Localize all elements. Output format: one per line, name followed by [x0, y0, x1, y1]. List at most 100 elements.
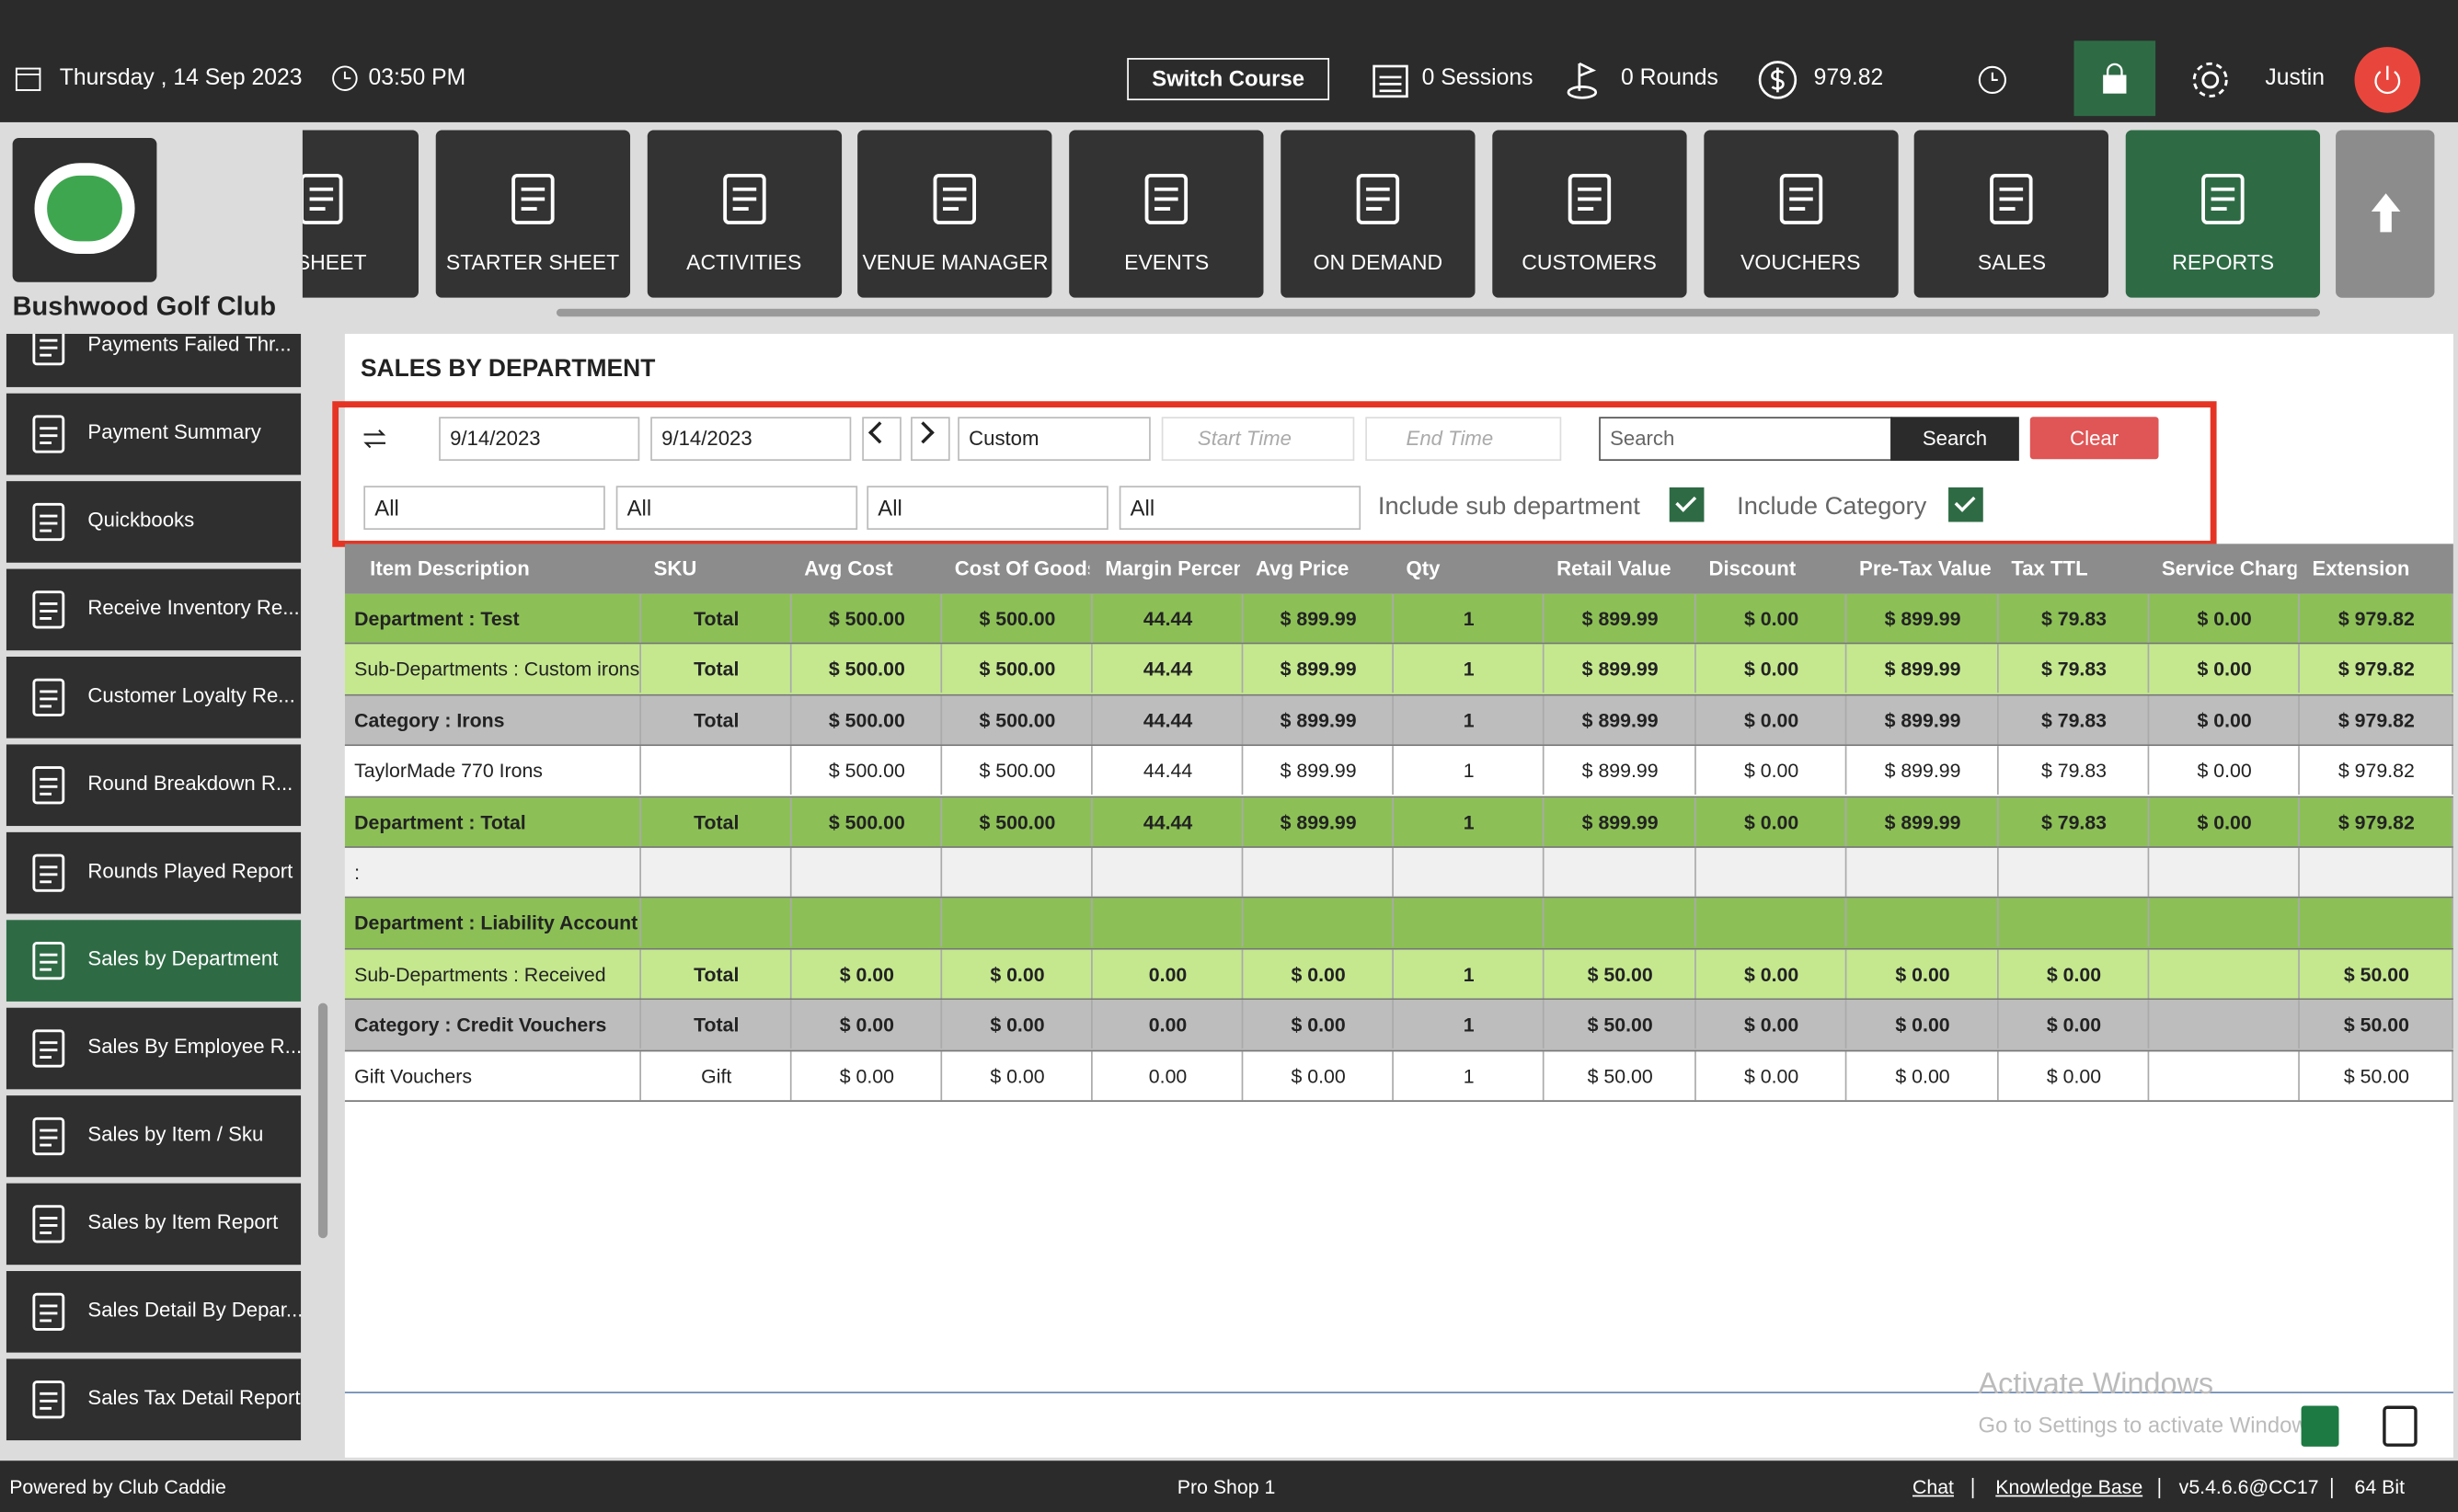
sidebar-item[interactable]: Sales by Item Report [6, 1183, 302, 1266]
settings-icon[interactable] [2187, 56, 2234, 103]
nav-tile[interactable]: EVENTS [1069, 130, 1264, 298]
sidebar-item[interactable]: Sales by Item / Sku [6, 1095, 302, 1177]
table-cell: $ 79.83 [1999, 593, 2150, 643]
table-cell [792, 899, 943, 947]
lock-button[interactable] [2073, 40, 2156, 117]
prev-button[interactable] [862, 417, 902, 462]
sidebar-item[interactable]: Round Breakdown R... [6, 744, 302, 827]
date: Thursday , 14 Sep 2023 [59, 65, 303, 91]
sidebar-item[interactable]: Payments Failed Thr... [6, 333, 302, 387]
column-header[interactable]: Avg Cost [804, 556, 893, 580]
nav-tile[interactable]: ON DEMAND [1281, 130, 1476, 298]
table-cell: $ 0.00 [1696, 695, 1847, 745]
table-cell: $ 0.00 [792, 1000, 943, 1049]
cell-text: $ 0.00 [1743, 659, 1799, 682]
column-header[interactable]: Cost Of Goods [954, 556, 1090, 580]
cell-text: $ 979.82 [2337, 659, 2415, 682]
report-icon [25, 674, 72, 721]
nav-tile[interactable]: CUSTOMERS [1491, 130, 1687, 298]
nav-tile[interactable]: VOUCHERS [1703, 130, 1898, 298]
column-header[interactable]: Retail Value [1556, 556, 1671, 580]
nav-tile[interactable]: SALES [1914, 130, 2109, 298]
end-time-input[interactable]: End Time [1365, 417, 1562, 462]
table-cell: $ 0.00 [1696, 645, 1847, 693]
power-button[interactable] [2354, 47, 2421, 113]
report-icon [25, 937, 72, 984]
history-icon [1975, 63, 2009, 97]
filter-dropdown[interactable]: All [1119, 486, 1361, 530]
pdf-export-button[interactable] [2383, 1405, 2418, 1447]
table-cell: $ 50.00 [2300, 1050, 2453, 1100]
cell-text: Total [694, 608, 740, 631]
table-cell: $ 0.00 [942, 1000, 1093, 1049]
excel-export-button[interactable] [2301, 1405, 2339, 1447]
table-cell [1696, 847, 1847, 897]
sidebar-item[interactable]: Sales Tax Detail Report [6, 1358, 302, 1441]
table-cell: $ 500.00 [792, 796, 943, 846]
search-button[interactable]: Search [1890, 417, 2019, 462]
cell-text: $ 899.99 [1581, 608, 1659, 631]
club-logo [12, 137, 157, 282]
table-cell: $ 979.82 [2300, 593, 2453, 643]
scroll-top-button[interactable] [2336, 130, 2435, 298]
column-header[interactable]: Tax TTL [2011, 556, 2088, 580]
table-cell [641, 899, 792, 947]
start-date-input[interactable]: 9/14/2023 [439, 417, 640, 462]
table-cell [641, 847, 792, 897]
column-header[interactable]: Item Description [370, 556, 530, 580]
sidebar-item[interactable]: Rounds Played Report [6, 831, 302, 914]
footer-separator [1971, 1477, 1974, 1499]
nav-tile[interactable]: ACTIVITIES [647, 130, 842, 298]
table-cell: 44.44 [1093, 645, 1244, 693]
search-input[interactable]: Search [1599, 417, 1892, 462]
nav-tile[interactable]: VENUE MANAGER [857, 130, 1053, 298]
column-header[interactable]: SKU [653, 556, 697, 580]
sidebar-item[interactable]: Sales by Department [6, 920, 302, 1002]
column-header[interactable]: Qty [1406, 556, 1441, 580]
table-cell: $ 0.00 [1243, 1050, 1394, 1100]
column-header[interactable]: Margin Percent [1105, 556, 1240, 580]
sidebar-item[interactable]: Receive Inventory Re... [6, 568, 302, 651]
footer-link[interactable]: Knowledge Base [1995, 1476, 2143, 1499]
nav-tile[interactable]: E SHEET [302, 130, 419, 298]
table-cell: Total [641, 593, 792, 643]
column-header[interactable]: Discount [1708, 556, 1797, 580]
nav-tile[interactable]: REPORTS [2126, 130, 2321, 298]
end-date-input[interactable]: 9/14/2023 [650, 417, 852, 462]
sidebar-item[interactable]: Quickbooks [6, 481, 302, 563]
filter-dropdown[interactable]: All [363, 486, 605, 530]
next-button[interactable] [911, 417, 950, 462]
sidebar-item[interactable]: Sales Detail By Depar... [6, 1271, 302, 1353]
cell-text: $ 0.00 [2046, 1065, 2102, 1087]
cell-text: $ 0.00 [1895, 1065, 1950, 1087]
table-cell: Total [641, 796, 792, 846]
period-dropdown[interactable]: Custom [958, 417, 1151, 462]
filter-dropdown[interactable]: All [867, 486, 1108, 530]
column-header[interactable]: Avg Price [1255, 556, 1350, 580]
checkbox[interactable] [1948, 487, 1983, 522]
sidebar-item[interactable]: Sales By Employee R... [6, 1007, 302, 1090]
cell-text: $ 0.00 [2197, 709, 2252, 732]
start-time-input[interactable]: Start Time [1161, 417, 1355, 462]
clear-button[interactable]: Clear [2029, 417, 2159, 460]
time: 03:50 PM [368, 65, 466, 91]
report-icon [25, 333, 72, 370]
column-header[interactable]: Pre-Tax Value [1859, 556, 1992, 580]
sidebar-item[interactable]: Payment Summary [6, 393, 302, 475]
switch-course-button[interactable]: Switch Course [1127, 58, 1330, 101]
cell-text: $ 500.00 [979, 659, 1056, 682]
sidebar-item[interactable]: Customer Loyalty Re... [6, 657, 302, 739]
nav-icon [1981, 167, 2043, 230]
footer-separator [2330, 1477, 2333, 1499]
table-cell: $ 50.00 [1545, 1000, 1696, 1049]
window-controls [2289, 3, 2445, 28]
nav-tile[interactable]: STARTER SHEET [435, 130, 630, 298]
power-icon [2369, 61, 2406, 98]
checkbox[interactable] [1669, 487, 1705, 522]
table-cell: Department : Liability Account [345, 899, 641, 947]
column-header[interactable]: Extension [2312, 556, 2410, 580]
filter-dropdown[interactable]: All [615, 486, 858, 530]
footer-link[interactable]: Chat [1912, 1476, 1954, 1499]
table-cell: 44.44 [1093, 746, 1244, 796]
column-header[interactable]: Service Charge [2161, 556, 2297, 580]
